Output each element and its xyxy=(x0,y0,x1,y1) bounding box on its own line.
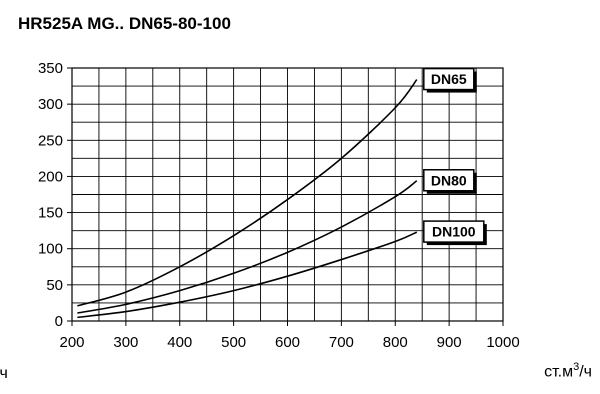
series-line-dn65 xyxy=(77,80,416,306)
y-tick-label: 0 xyxy=(55,313,63,330)
series-label-dn80: DN80 xyxy=(424,170,477,194)
x-unit-base: ст.м xyxy=(544,363,573,380)
x-tick-label: 400 xyxy=(167,334,192,351)
x-tick-label: 800 xyxy=(383,334,408,351)
y-tick-label: 150 xyxy=(38,205,63,222)
series-labels: DN65 DN80 DN100 xyxy=(424,69,487,246)
series-lines xyxy=(77,80,416,318)
x-tick-label: 500 xyxy=(221,334,246,351)
series-line-dn80 xyxy=(77,181,416,313)
series-label-text: DN65 xyxy=(431,71,467,87)
y-unit-label: /ч xyxy=(0,365,8,383)
x-tick-label: 600 xyxy=(275,334,300,351)
chart-grid xyxy=(72,68,503,321)
y-tick-label: 350 xyxy=(38,60,63,77)
x-tick-label: 1000 xyxy=(486,334,519,351)
y-tick-label: 300 xyxy=(38,96,63,113)
y-tick-label: 250 xyxy=(38,132,63,149)
series-label-text: DN80 xyxy=(431,172,467,188)
x-tick-label: 300 xyxy=(113,334,138,351)
x-tick-label: 700 xyxy=(329,334,354,351)
y-tick-label: 200 xyxy=(38,168,63,185)
y-tick-label: 50 xyxy=(46,277,63,294)
y-tick-label: 100 xyxy=(38,241,63,258)
x-tick-label: 900 xyxy=(437,334,462,351)
x-unit-label: ст.м3/ч xyxy=(544,361,592,381)
x-tick-label: 200 xyxy=(59,334,84,351)
series-label-dn100: DN100 xyxy=(424,221,487,245)
x-unit-tail: /ч xyxy=(579,363,592,380)
series-label-text: DN100 xyxy=(432,224,476,240)
series-label-dn65: DN65 xyxy=(424,69,477,93)
